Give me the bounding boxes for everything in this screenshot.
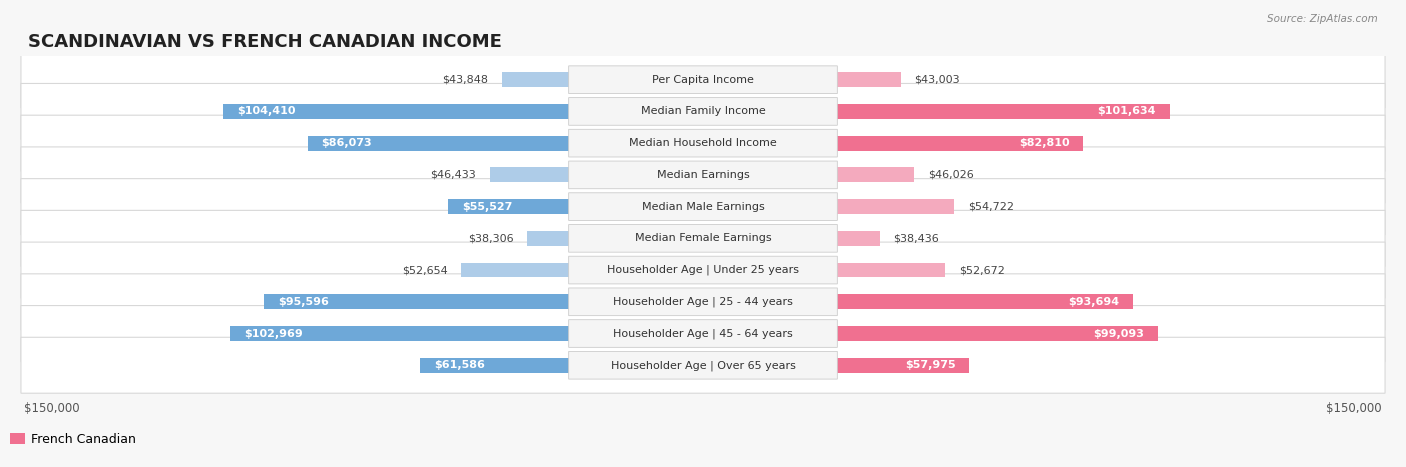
- Text: $150,000: $150,000: [1326, 402, 1382, 415]
- Bar: [420, 358, 703, 373]
- Bar: [308, 136, 703, 150]
- FancyBboxPatch shape: [21, 52, 1385, 108]
- FancyBboxPatch shape: [568, 66, 838, 93]
- Text: $93,694: $93,694: [1069, 297, 1119, 307]
- FancyBboxPatch shape: [21, 274, 1385, 330]
- Text: $38,436: $38,436: [893, 234, 939, 243]
- FancyBboxPatch shape: [568, 320, 838, 347]
- Bar: [703, 358, 969, 373]
- Bar: [703, 326, 1159, 341]
- FancyBboxPatch shape: [568, 256, 838, 284]
- Bar: [489, 168, 703, 182]
- Text: Householder Age | 45 - 64 years: Householder Age | 45 - 64 years: [613, 328, 793, 339]
- Text: Householder Age | 25 - 44 years: Householder Age | 25 - 44 years: [613, 297, 793, 307]
- Text: $38,306: $38,306: [468, 234, 513, 243]
- Bar: [461, 262, 703, 277]
- Bar: [264, 294, 703, 309]
- Text: $46,433: $46,433: [430, 170, 477, 180]
- FancyBboxPatch shape: [568, 98, 838, 125]
- Legend: Scandinavian, French Canadian: Scandinavian, French Canadian: [0, 428, 141, 451]
- Text: $61,586: $61,586: [434, 360, 485, 370]
- Text: $101,634: $101,634: [1098, 106, 1156, 116]
- Text: $86,073: $86,073: [322, 138, 373, 148]
- Text: Median Family Income: Median Family Income: [641, 106, 765, 116]
- FancyBboxPatch shape: [21, 84, 1385, 139]
- Bar: [703, 294, 1133, 309]
- Bar: [224, 104, 703, 119]
- FancyBboxPatch shape: [21, 115, 1385, 171]
- Text: $150,000: $150,000: [24, 402, 80, 415]
- Bar: [703, 72, 900, 87]
- FancyBboxPatch shape: [568, 351, 838, 379]
- Text: Median Earnings: Median Earnings: [657, 170, 749, 180]
- Text: $55,527: $55,527: [461, 202, 512, 212]
- Bar: [703, 136, 1084, 150]
- Text: Householder Age | Over 65 years: Householder Age | Over 65 years: [610, 360, 796, 370]
- Text: $57,975: $57,975: [905, 360, 956, 370]
- Text: $43,848: $43,848: [441, 75, 488, 85]
- Bar: [449, 199, 703, 214]
- Bar: [703, 168, 914, 182]
- FancyBboxPatch shape: [21, 305, 1385, 361]
- Bar: [527, 231, 703, 246]
- FancyBboxPatch shape: [568, 129, 838, 157]
- Text: Median Female Earnings: Median Female Earnings: [634, 234, 772, 243]
- FancyBboxPatch shape: [568, 161, 838, 189]
- Bar: [703, 231, 880, 246]
- Text: $104,410: $104,410: [238, 106, 295, 116]
- Text: Per Capita Income: Per Capita Income: [652, 75, 754, 85]
- FancyBboxPatch shape: [568, 193, 838, 220]
- Text: Median Household Income: Median Household Income: [628, 138, 778, 148]
- Text: SCANDINAVIAN VS FRENCH CANADIAN INCOME: SCANDINAVIAN VS FRENCH CANADIAN INCOME: [28, 33, 502, 51]
- FancyBboxPatch shape: [21, 242, 1385, 298]
- Text: $52,654: $52,654: [402, 265, 447, 275]
- FancyBboxPatch shape: [568, 225, 838, 252]
- FancyBboxPatch shape: [568, 288, 838, 316]
- Text: Householder Age | Under 25 years: Householder Age | Under 25 years: [607, 265, 799, 276]
- Text: $46,026: $46,026: [928, 170, 974, 180]
- FancyBboxPatch shape: [21, 337, 1385, 393]
- Bar: [502, 72, 703, 87]
- FancyBboxPatch shape: [21, 210, 1385, 266]
- FancyBboxPatch shape: [21, 179, 1385, 234]
- Text: $95,596: $95,596: [278, 297, 329, 307]
- Text: $54,722: $54,722: [969, 202, 1014, 212]
- Text: $52,672: $52,672: [959, 265, 1004, 275]
- Text: $43,003: $43,003: [914, 75, 960, 85]
- FancyBboxPatch shape: [21, 147, 1385, 203]
- Bar: [231, 326, 703, 341]
- Text: $82,810: $82,810: [1019, 138, 1070, 148]
- Text: $99,093: $99,093: [1094, 328, 1144, 339]
- Bar: [703, 104, 1170, 119]
- Text: Median Male Earnings: Median Male Earnings: [641, 202, 765, 212]
- Text: Source: ZipAtlas.com: Source: ZipAtlas.com: [1267, 14, 1378, 24]
- Text: $102,969: $102,969: [243, 328, 302, 339]
- Bar: [703, 262, 945, 277]
- Bar: [703, 199, 955, 214]
